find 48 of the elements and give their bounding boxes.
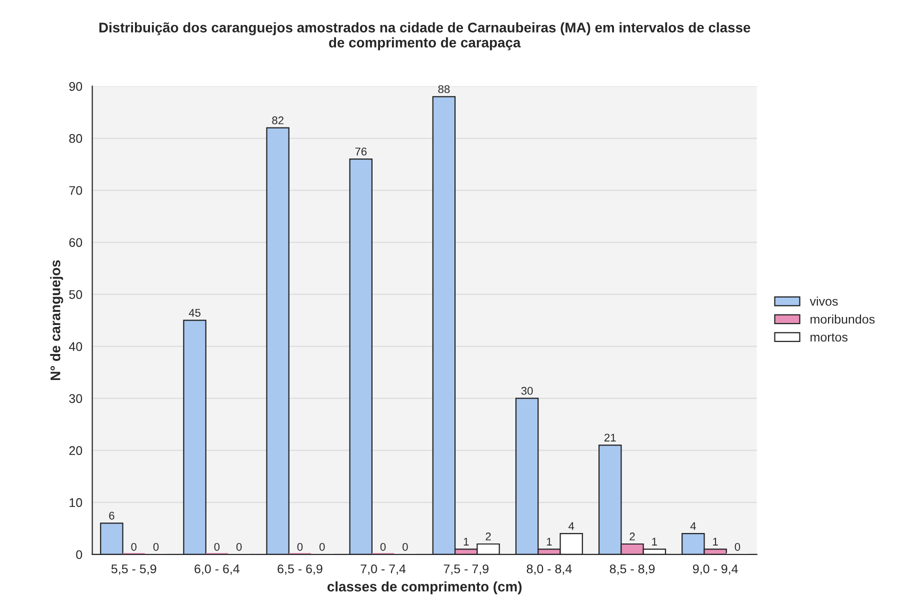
data-label: 1: [464, 538, 469, 546]
legend-label: mortos: [810, 333, 848, 342]
y-tick-label: 80: [69, 134, 82, 143]
data-label: 21: [604, 434, 616, 442]
x-axis-title: classes de comprimento (cm): [327, 581, 522, 594]
data-label: 4: [568, 522, 574, 530]
y-tick-label: 60: [69, 238, 82, 247]
data-label: 88: [438, 85, 450, 94]
data-label: 2: [486, 532, 491, 540]
x-tick-label: 8,0 - 8,4: [526, 564, 572, 575]
x-tick-label: 9,0 - 9,4: [692, 564, 738, 575]
data-label: 0: [214, 542, 220, 551]
data-label: 1: [713, 538, 718, 546]
data-label: 0: [153, 542, 159, 551]
data-label: 30: [521, 386, 533, 395]
y-tick-label: 90: [69, 82, 82, 91]
x-tick-label: 6,0 - 6,4: [194, 564, 240, 575]
legend-label: vivos: [810, 296, 838, 306]
data-label: 0: [131, 542, 136, 551]
x-tick-label: 7,5 - 7,9: [444, 564, 488, 575]
y-tick-label: 50: [69, 290, 82, 299]
data-label: 1: [652, 538, 657, 546]
y-tick-label: 70: [69, 186, 82, 195]
x-tick-label: 7,0 - 7,4: [360, 564, 406, 575]
data-label: 1: [546, 538, 552, 546]
y-tick-label: 0: [76, 550, 82, 560]
y-tick-label: 40: [68, 342, 82, 351]
data-label: 82: [272, 116, 284, 124]
data-label: 0: [734, 542, 740, 551]
data-label: 0: [297, 542, 303, 551]
data-label: 76: [355, 148, 367, 156]
data-label: 2: [630, 532, 635, 540]
data-label: 4: [690, 522, 696, 530]
y-tick-label: 30: [69, 394, 82, 403]
data-label: 6: [109, 512, 114, 520]
data-label: 45: [188, 308, 200, 317]
y-tick-label: 20: [69, 446, 82, 456]
data-label: 0: [402, 542, 408, 551]
y-tick-label: 10: [70, 498, 82, 508]
data-label: 0: [236, 542, 242, 551]
x-tick-label: 6,5 - 6,9: [278, 564, 322, 575]
legend-label: moribundos: [810, 314, 875, 324]
x-tick-label: 8,5 - 8,9: [610, 564, 655, 575]
data-label: 0: [319, 542, 325, 551]
x-tick-label: 5,5 - 5,9: [111, 564, 156, 575]
chart-title: Distribuição dos caranguejos amostrados na cidade de Carnaubeiras (MA) em intervalos de classe de comprimento de carapaça: [99, 22, 750, 50]
data-label: 0: [380, 542, 386, 551]
y-axis-title: N° de caranguejos: [50, 260, 64, 380]
